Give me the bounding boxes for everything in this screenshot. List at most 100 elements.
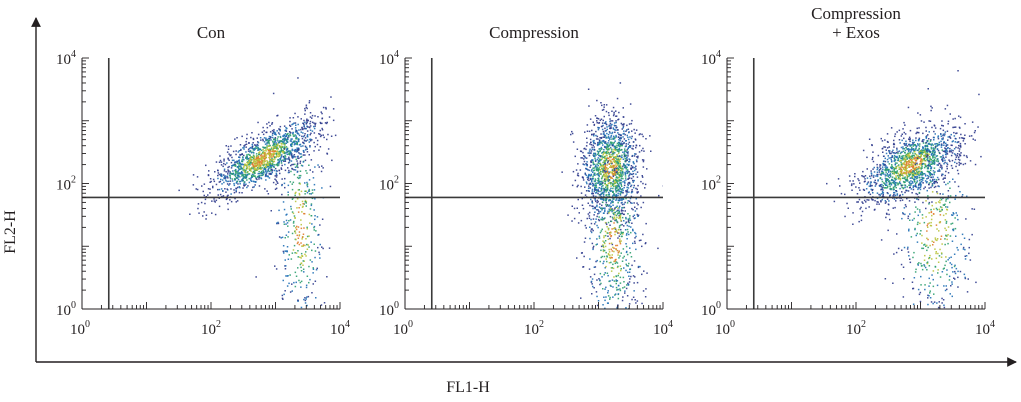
data-point — [625, 234, 628, 236]
data-point — [619, 265, 622, 267]
data-point — [613, 222, 615, 224]
data-point — [913, 150, 915, 152]
data-point — [577, 184, 579, 187]
data-point — [909, 186, 911, 188]
data-point — [306, 248, 309, 250]
data-point — [253, 165, 255, 168]
data-point — [613, 208, 616, 210]
data-point — [296, 162, 299, 164]
data-point — [865, 188, 868, 190]
data-point — [249, 151, 251, 153]
data-point — [261, 131, 264, 133]
data-point — [898, 155, 901, 158]
data-point — [267, 152, 269, 155]
data-point — [620, 184, 622, 186]
data-point — [278, 145, 281, 147]
data-point — [605, 205, 608, 207]
data-point — [232, 164, 234, 167]
data-point — [903, 121, 905, 124]
data-point — [232, 150, 235, 153]
data-point — [212, 178, 215, 181]
data-point — [622, 151, 624, 153]
data-point — [591, 168, 593, 171]
data-point — [588, 190, 590, 192]
data-point — [617, 159, 619, 162]
data-point — [239, 186, 241, 189]
data-point — [630, 185, 632, 188]
data-point — [238, 150, 241, 152]
data-point — [936, 181, 938, 184]
data-point — [893, 139, 895, 142]
data-point — [241, 172, 244, 174]
data-point — [299, 176, 301, 179]
data-point — [628, 175, 630, 177]
data-point — [329, 185, 332, 188]
data-point — [277, 152, 279, 154]
data-point — [262, 174, 264, 176]
data-point — [628, 181, 631, 184]
data-point — [632, 179, 634, 182]
data-point — [269, 156, 271, 158]
data-point — [250, 162, 252, 164]
data-point — [602, 165, 605, 167]
data-point — [902, 177, 904, 179]
data-point — [615, 178, 617, 181]
data-point — [196, 176, 199, 178]
data-point — [227, 208, 229, 211]
data-point — [273, 150, 275, 153]
data-point — [622, 165, 624, 167]
data-point — [644, 242, 647, 245]
data-point — [918, 170, 920, 173]
data-point — [940, 146, 943, 148]
data-point — [603, 192, 605, 194]
data-point — [613, 213, 615, 216]
data-point — [313, 150, 315, 152]
data-point — [594, 187, 596, 189]
data-point — [276, 181, 278, 183]
data-point — [594, 192, 597, 194]
data-point — [617, 136, 620, 138]
data-point — [619, 163, 621, 165]
data-point — [929, 140, 932, 142]
data-point — [607, 232, 609, 234]
data-point — [622, 168, 624, 170]
data-point — [632, 173, 635, 175]
scatter-points — [826, 70, 982, 309]
data-point — [625, 143, 627, 145]
data-point — [953, 153, 956, 155]
data-point — [927, 134, 929, 136]
data-point — [297, 148, 299, 150]
data-point — [571, 220, 573, 222]
data-point — [227, 169, 229, 171]
data-point — [627, 136, 629, 139]
data-point — [614, 140, 616, 142]
data-point — [246, 162, 249, 164]
data-point — [906, 177, 908, 179]
data-point — [262, 169, 264, 172]
data-point — [600, 177, 603, 180]
data-point — [609, 298, 611, 300]
data-point — [257, 121, 259, 124]
data-point — [911, 175, 913, 178]
data-point — [625, 345, 627, 347]
data-point — [620, 143, 622, 145]
data-point — [242, 174, 244, 176]
data-point — [601, 175, 604, 177]
data-point — [298, 174, 301, 177]
data-point — [607, 210, 609, 213]
data-point — [609, 237, 611, 240]
data-point — [273, 144, 275, 146]
data-point — [577, 198, 579, 201]
data-point — [606, 256, 608, 258]
data-point — [267, 193, 270, 195]
data-point — [626, 238, 628, 240]
data-point — [241, 180, 243, 182]
data-point — [887, 171, 890, 173]
data-point — [262, 148, 264, 151]
data-point — [636, 176, 639, 178]
data-point — [584, 194, 587, 196]
data-point — [959, 142, 962, 145]
data-point — [253, 149, 256, 151]
data-point — [240, 173, 242, 175]
data-point — [858, 179, 860, 182]
